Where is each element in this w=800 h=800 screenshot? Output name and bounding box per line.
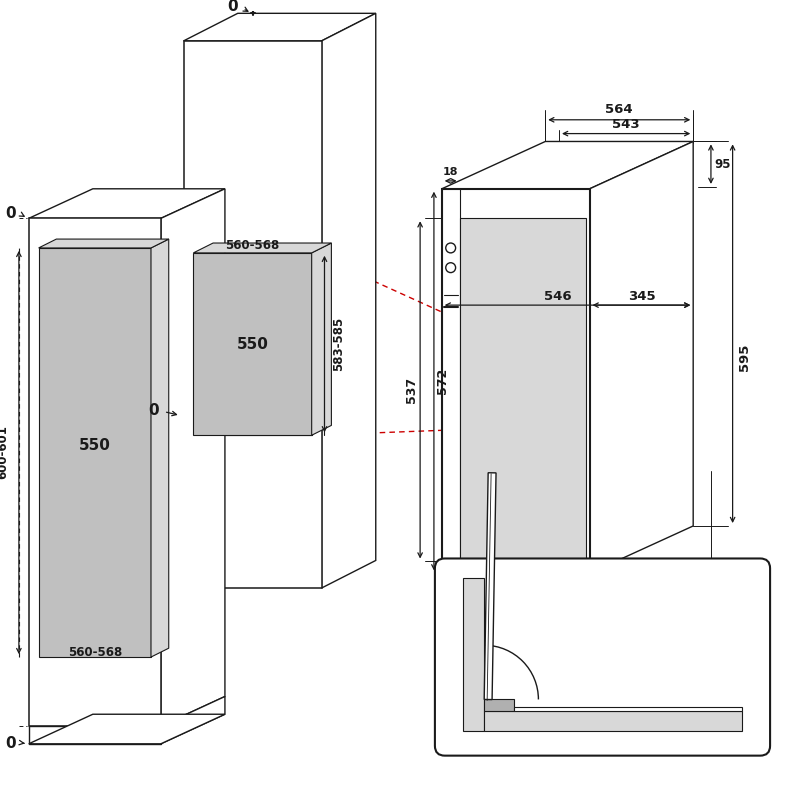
Text: 0: 0 (227, 0, 238, 14)
Polygon shape (462, 578, 484, 731)
Text: 560-568: 560-568 (68, 646, 122, 658)
Polygon shape (484, 711, 742, 731)
Polygon shape (442, 142, 693, 189)
Polygon shape (442, 189, 590, 574)
Polygon shape (183, 14, 376, 41)
Text: 0: 0 (148, 403, 159, 418)
Polygon shape (38, 239, 169, 248)
Text: 595: 595 (502, 606, 530, 618)
Text: 543: 543 (612, 118, 640, 131)
Text: 0: 0 (613, 684, 622, 697)
Polygon shape (322, 14, 376, 588)
Circle shape (446, 262, 456, 273)
Text: 10: 10 (730, 718, 748, 731)
Text: 5: 5 (450, 592, 458, 606)
Text: 595: 595 (738, 344, 751, 371)
Text: 345: 345 (628, 290, 655, 302)
Text: 0: 0 (6, 736, 16, 751)
Polygon shape (161, 697, 225, 744)
Text: 572: 572 (436, 368, 450, 394)
Polygon shape (29, 726, 161, 744)
Polygon shape (194, 243, 331, 253)
Text: 20: 20 (462, 623, 480, 636)
Text: 550: 550 (237, 337, 269, 352)
Polygon shape (442, 189, 459, 574)
Polygon shape (29, 189, 225, 218)
Text: 95: 95 (714, 158, 731, 170)
Polygon shape (514, 707, 742, 711)
Polygon shape (29, 714, 225, 744)
Text: 546: 546 (544, 290, 571, 302)
FancyBboxPatch shape (435, 558, 770, 756)
Text: 477: 477 (584, 573, 611, 586)
Polygon shape (484, 699, 514, 711)
Polygon shape (442, 562, 590, 574)
Text: 550: 550 (79, 438, 110, 453)
Text: 18: 18 (443, 167, 458, 177)
Polygon shape (161, 189, 225, 726)
Text: 537: 537 (405, 377, 418, 403)
Polygon shape (484, 473, 496, 699)
Circle shape (450, 572, 457, 578)
Text: 0: 0 (6, 206, 16, 221)
Circle shape (446, 243, 456, 253)
Polygon shape (459, 218, 586, 574)
Text: 583-585: 583-585 (332, 317, 345, 371)
Polygon shape (29, 218, 161, 726)
Text: 600-601: 600-601 (0, 426, 10, 479)
Text: 560-568: 560-568 (226, 239, 280, 253)
Polygon shape (183, 41, 322, 588)
Polygon shape (38, 248, 151, 657)
Polygon shape (151, 239, 169, 657)
Text: 564: 564 (606, 103, 633, 117)
Polygon shape (312, 243, 331, 435)
Text: 89°: 89° (531, 651, 556, 665)
Polygon shape (590, 142, 693, 574)
Polygon shape (194, 253, 312, 435)
